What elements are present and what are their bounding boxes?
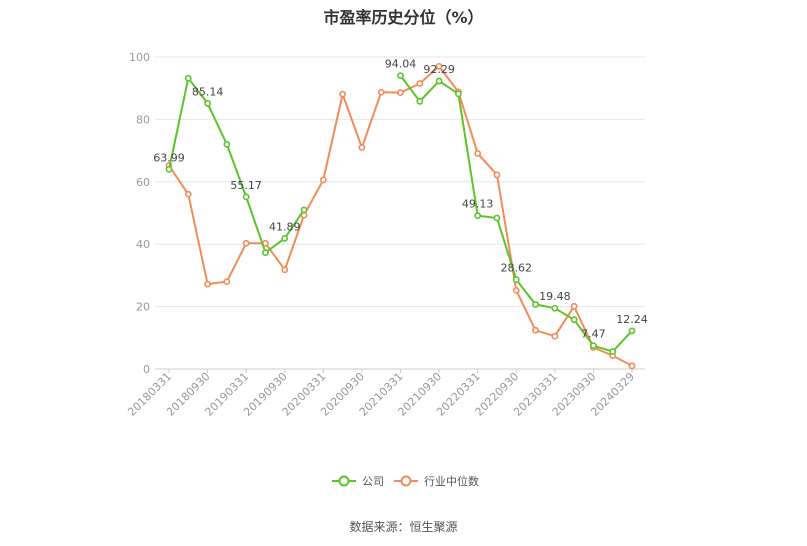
data-point-industry <box>570 302 578 310</box>
data-point-company <box>512 276 520 284</box>
data-point-industry <box>435 62 443 70</box>
data-label: 28.62 <box>501 262 533 275</box>
data-point-industry <box>339 90 347 98</box>
y-tick-label: 80 <box>136 113 150 126</box>
data-point-industry <box>242 239 250 247</box>
legend-company-label: 公司 <box>362 475 384 488</box>
data-point-company <box>165 165 173 173</box>
data-point-company <box>435 77 443 85</box>
series-line-company <box>168 77 305 254</box>
data-point-company <box>262 249 269 257</box>
data-point-industry <box>416 80 424 87</box>
data-label: 85.14 <box>192 85 224 98</box>
data-point-company <box>454 90 462 98</box>
data-point-industry <box>204 280 211 288</box>
data-point-company <box>204 99 211 107</box>
series-line-company <box>399 74 633 353</box>
data-point-company <box>281 234 289 242</box>
data-point-company <box>397 72 404 79</box>
data-point-industry <box>358 144 366 151</box>
data-point-industry <box>377 88 385 96</box>
source-note: 数据来源：恒生聚源 <box>349 520 458 534</box>
data-point-industry <box>493 171 501 179</box>
data-point-industry <box>184 190 192 198</box>
data-point-industry <box>281 266 289 274</box>
data-label: 7.47 <box>581 328 606 341</box>
data-point-industry <box>628 362 636 370</box>
data-point-company <box>590 342 597 350</box>
series-line-industry <box>168 65 633 367</box>
data-label: 92.29 <box>423 63 455 76</box>
data-point-industry <box>551 332 559 340</box>
data-point-company <box>551 304 559 312</box>
data-point-company <box>609 348 617 355</box>
data-point-company <box>184 74 192 82</box>
data-label: 41.89 <box>269 220 301 233</box>
data-point-industry <box>474 150 482 157</box>
data-point-company <box>532 301 539 308</box>
data-point-company <box>223 140 231 148</box>
y-tick-label: 60 <box>136 176 150 189</box>
legend-company-marker <box>338 475 350 487</box>
data-point-industry <box>319 176 327 184</box>
y-tick-label: 20 <box>136 301 150 314</box>
data-point-company <box>474 212 482 220</box>
data-label: 63.99 <box>153 151 185 164</box>
data-label: 55.17 <box>230 179 262 192</box>
data-point-company <box>570 316 578 324</box>
y-tick-label: 0 <box>143 363 150 376</box>
data-label: 94.04 <box>385 58 417 71</box>
data-point-company <box>493 214 501 222</box>
data-point-company <box>300 206 308 214</box>
chart-title: 市盈率历史分位（%） <box>323 8 484 27</box>
legend-industry-label: 行业中位数 <box>424 474 479 488</box>
data-point-industry <box>512 286 520 294</box>
data-label: 19.48 <box>539 290 571 303</box>
legend-industry-marker <box>400 475 412 487</box>
data-point-industry <box>223 278 231 286</box>
data-point-industry <box>397 89 404 96</box>
y-tick-label: 100 <box>129 51 150 64</box>
data-label: 12.24 <box>616 313 648 326</box>
data-label: 49.13 <box>462 198 494 211</box>
data-point-company <box>242 193 250 201</box>
y-tick-label: 40 <box>136 238 150 251</box>
data-point-company <box>416 97 424 105</box>
data-point-industry <box>532 326 539 334</box>
data-point-company <box>628 327 636 335</box>
